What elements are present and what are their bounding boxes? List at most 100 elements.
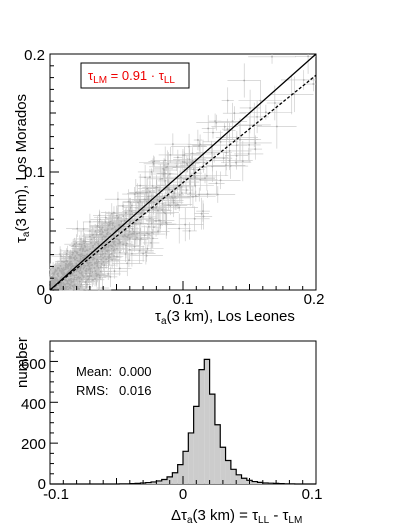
scatter-point [178, 206, 181, 209]
scatter-point [243, 79, 246, 82]
scatter-point [273, 102, 276, 104]
scatter-point [186, 164, 189, 167]
hist-x-tick-1: 0 [179, 486, 187, 503]
scatter-point [239, 138, 242, 141]
scatter-point [69, 286, 72, 288]
scatter-point [62, 261, 65, 263]
rms-label: RMS: [76, 383, 109, 398]
scatter-point [73, 284, 76, 287]
scatter-point [80, 283, 83, 286]
scatter-point [146, 247, 149, 250]
scatter-point [111, 259, 114, 261]
scatter-point [231, 120, 234, 123]
scatter-point [212, 131, 214, 134]
scatter-point [178, 227, 181, 230]
scatter-point [150, 222, 153, 225]
scatter-point [77, 253, 80, 256]
scatter-point [82, 240, 85, 243]
scatter-point [79, 267, 82, 270]
scatter-point [113, 211, 115, 214]
scatter-point [146, 191, 148, 194]
scatter-point [129, 220, 132, 223]
scatter-point [111, 245, 114, 248]
scatter-point [138, 232, 141, 234]
scatter-point [204, 177, 206, 180]
scatter-point [59, 253, 61, 256]
hist-y-tick-2: 400 [21, 396, 46, 413]
scatter-point [84, 281, 87, 284]
scatter-point [133, 245, 136, 248]
scatter-point [67, 285, 69, 288]
scatter-point [226, 99, 229, 102]
scatter-point [174, 196, 176, 198]
scatter-point [69, 287, 72, 290]
scatter-point [96, 224, 99, 227]
scatter-point [249, 107, 251, 109]
scatter-point [188, 230, 191, 232]
scatter-point [131, 232, 134, 235]
scatter-point [59, 287, 61, 290]
scatter-point [88, 259, 91, 261]
scatter-point [152, 226, 155, 228]
scatter-point [100, 258, 103, 261]
scatter-point [91, 234, 94, 237]
scatter-point [125, 217, 128, 220]
scatter-point [158, 189, 161, 192]
fit-legend-box [80, 62, 190, 89]
scatter-point [275, 125, 278, 128]
scatter-point [63, 268, 66, 271]
scatter-point [199, 178, 202, 181]
scatter-point [129, 201, 132, 204]
scatter-point [64, 285, 67, 288]
scatter-point [113, 234, 115, 237]
scatter-point [78, 280, 81, 283]
scatter-point [67, 269, 70, 272]
hist-x-tick-2: 0.1 [302, 486, 323, 503]
scatter-point [129, 213, 132, 216]
scatter-point [83, 242, 86, 245]
scatter-point [164, 159, 167, 162]
scatter-point [81, 274, 84, 277]
scatter-point [159, 178, 162, 180]
scatter-point [164, 180, 167, 182]
scatter-point [52, 266, 54, 269]
scatter-point [211, 157, 214, 160]
scatter-point [102, 260, 105, 263]
scatter-point [144, 176, 147, 179]
scatter-axis-ticks [49, 53, 317, 291]
scatter-point [113, 226, 116, 228]
scatter-point [167, 204, 170, 206]
scatter-point [94, 270, 97, 272]
scatter-point [122, 215, 125, 217]
scatter-point [228, 159, 231, 162]
scatter-point [144, 198, 147, 201]
scatter-point [202, 161, 205, 164]
scatter-point [101, 231, 104, 234]
scatter-point [191, 159, 194, 162]
scatter-point [60, 276, 63, 279]
scatter-point [72, 278, 75, 281]
scatter-point [256, 116, 259, 118]
hist-x-tick-0: -0.1 [43, 486, 69, 503]
scatter-point [79, 247, 82, 250]
scatter-point [73, 250, 76, 253]
scatter-point [125, 235, 128, 238]
scatter-point [93, 267, 96, 269]
scatter-point [73, 243, 76, 246]
scatter-point [78, 288, 80, 291]
scatter-point [65, 259, 68, 262]
histogram-x-axis-label: Δτa(3 km) = τLL - τLM [171, 507, 302, 526]
histogram-y-axis-label: number [14, 337, 31, 388]
scatter-point [122, 235, 125, 238]
scatter-point [83, 256, 85, 259]
scatter-point [167, 162, 170, 165]
scatter-point [139, 200, 142, 203]
scatter-point [124, 212, 127, 214]
histogram-bar [209, 394, 215, 484]
scatter-point [235, 144, 238, 147]
scatter-point [228, 150, 231, 152]
scatter-point [49, 276, 52, 278]
scatter-point [150, 241, 152, 244]
scatter-point [49, 268, 52, 271]
scatter-point [76, 286, 79, 288]
